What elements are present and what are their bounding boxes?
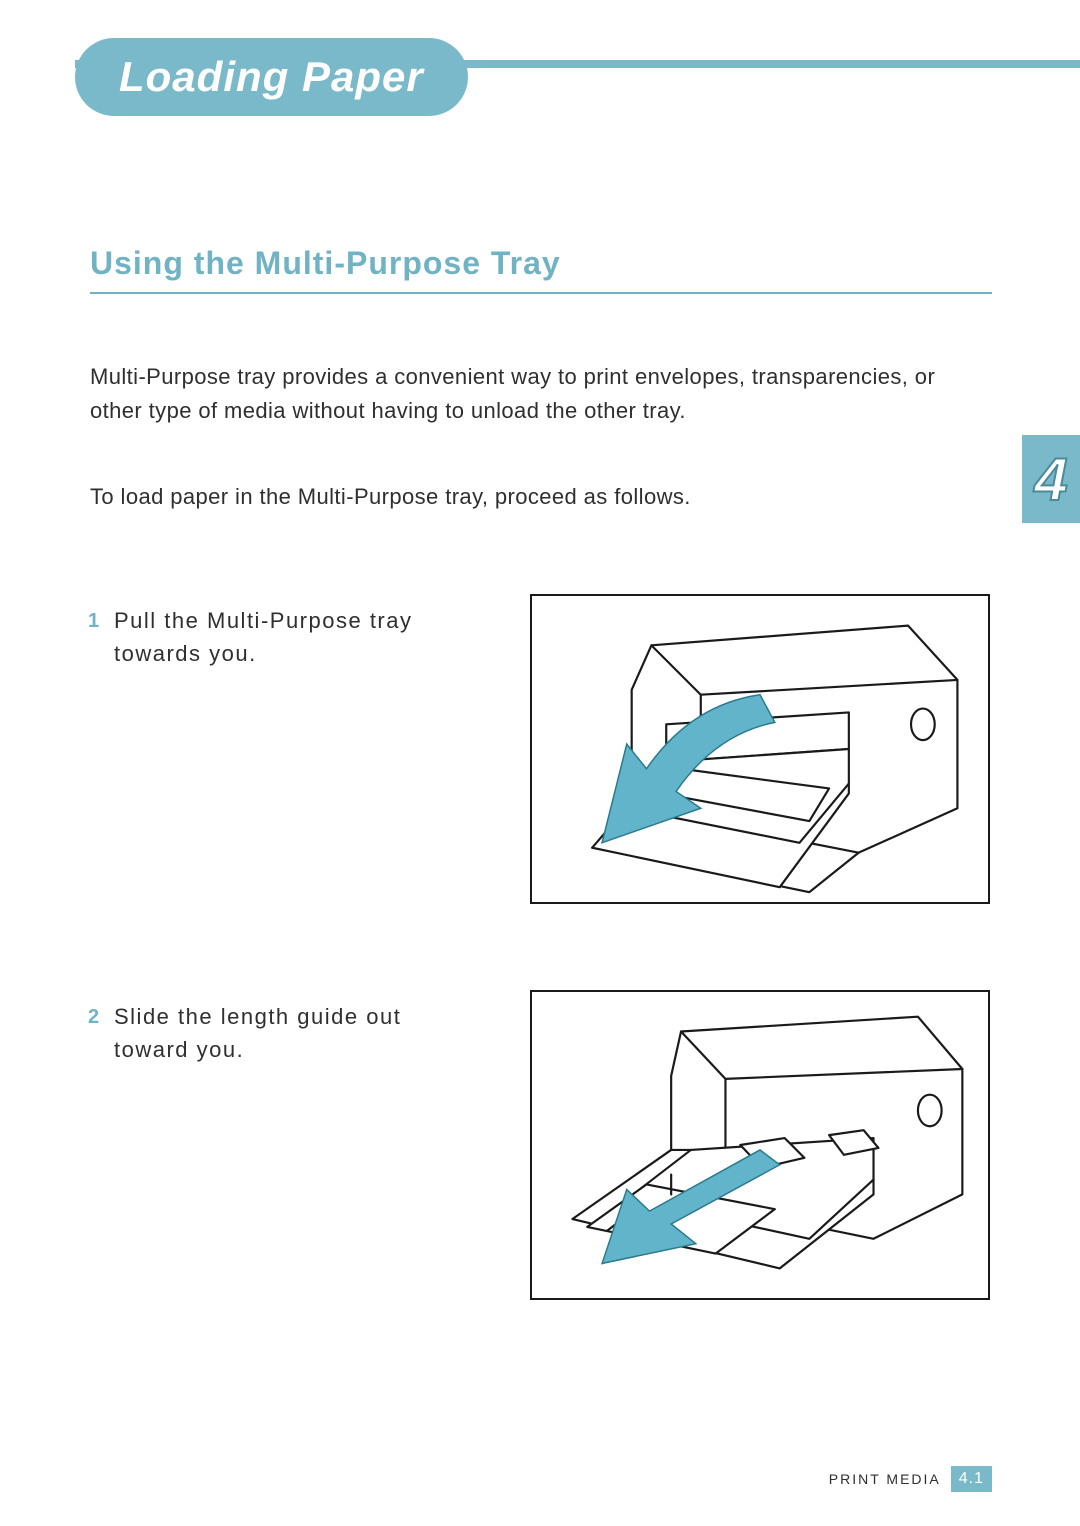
chapter-number: 4 [1034,445,1067,514]
footer-section: PRINT MEDIA [829,1471,941,1487]
step-text: Slide the length guide out toward you. [90,1000,460,1066]
footer: PRINT MEDIA 4.1 [829,1466,992,1492]
illustration-2 [530,990,990,1300]
chapter-tab: 4 [1022,435,1080,523]
step-text: Pull the Multi-Purpose tray towards you. [90,604,460,670]
step-1: 1 Pull the Multi-Purpose tray towards yo… [90,604,460,670]
step-number: 2 [88,1002,101,1032]
printer-tray-open-icon [532,596,988,902]
intro-paragraph: Multi-Purpose tray provides a convenient… [90,360,990,428]
header-pill: Loading Paper [75,38,468,116]
printer-length-guide-icon [532,992,988,1298]
step-number: 1 [88,606,101,636]
page: Loading Paper Using the Multi-Purpose Tr… [0,0,1080,1526]
intro-paragraph-2: To load paper in the Multi-Purpose tray,… [90,480,880,514]
footer-page-number: 4.1 [951,1466,992,1492]
page-title: Loading Paper [119,53,424,101]
illustration-1 [530,594,990,904]
section-heading: Using the Multi-Purpose Tray [90,245,992,294]
step-2: 2 Slide the length guide out toward you. [90,1000,460,1066]
